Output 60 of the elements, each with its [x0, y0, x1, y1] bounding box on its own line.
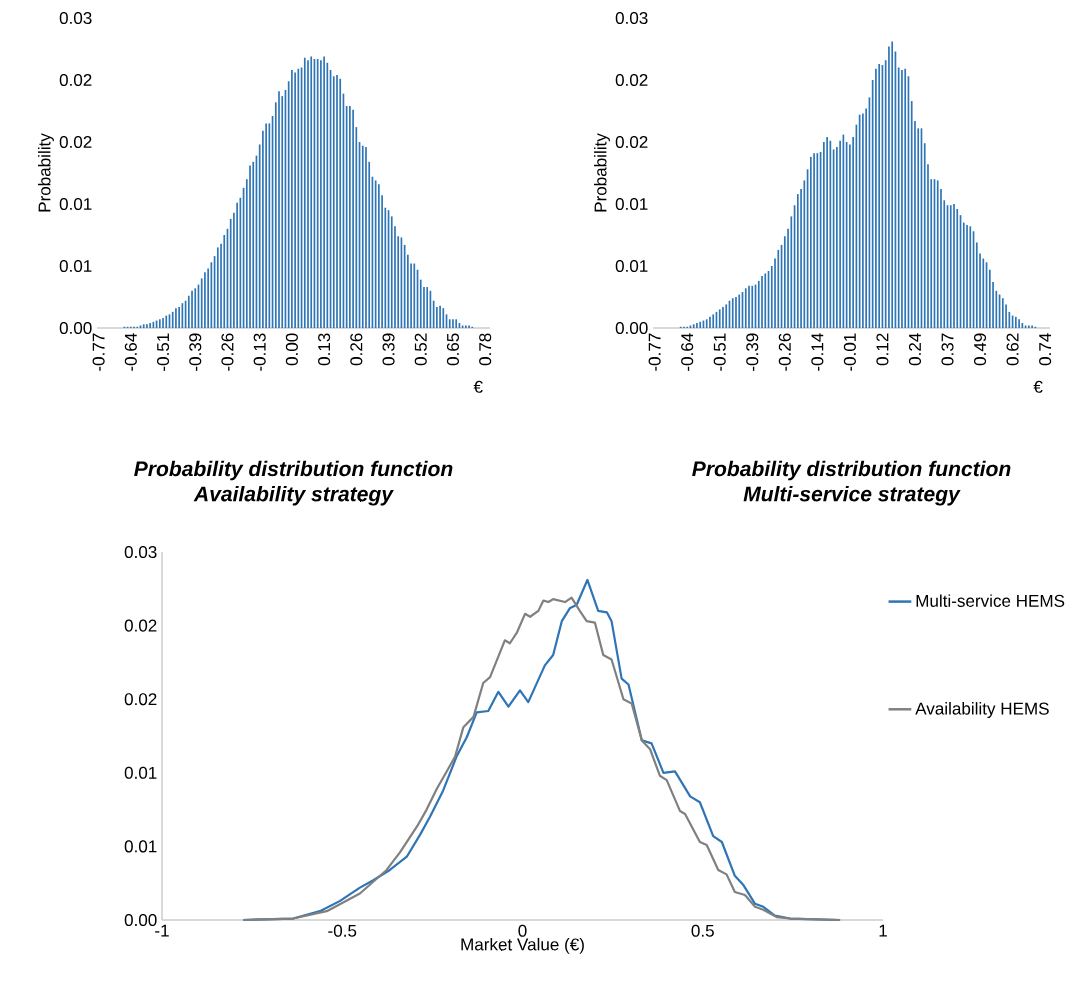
y-tick-label: 0.02	[59, 73, 92, 87]
x-tick-label: -0.01	[843, 333, 856, 371]
x-tick-label: 0.24	[908, 333, 922, 366]
x-tick-label: 0.39	[382, 333, 395, 366]
x-tick-label: -0.51	[157, 333, 170, 371]
y-tick-label: 0.01	[59, 197, 92, 211]
x-tick-label: -0.14	[811, 333, 824, 371]
x-tick-label: 0.00	[285, 333, 298, 366]
legend-label: Multi-service HEMS	[916, 594, 1065, 607]
text: Probability distribution function	[692, 460, 1011, 481]
x-tick-label: -0.26	[778, 333, 791, 371]
y-tick-label: 0.01	[59, 259, 92, 273]
x-tick-label: -0.13	[253, 333, 266, 371]
x-tick-label: 0.74	[1039, 333, 1052, 366]
y-tick-label: 0.03	[615, 11, 648, 25]
y-tick-label: 0.03	[124, 545, 157, 559]
x-tick-label: -0.64	[681, 333, 694, 371]
x-tick-label: -0.64	[124, 333, 137, 371]
x-tick-label: 0.65	[446, 333, 460, 366]
y-tick-label: 0.02	[124, 693, 157, 706]
y-axis-title: Probability	[594, 133, 610, 212]
y-tick-label: 0.00	[124, 913, 157, 927]
legend-label: Availability HEMS	[915, 702, 1049, 718]
x-tick-label: 0.12	[876, 333, 889, 366]
x-tick-label: 0.26	[350, 333, 363, 366]
x-tick-label: 0.78	[479, 333, 492, 366]
y-axis-title: Probability	[38, 133, 54, 212]
x-tick-label: -0.26	[221, 333, 234, 371]
x-tick-label: -1	[155, 924, 169, 937]
x-tick-label: 0.37	[941, 333, 954, 366]
x-tick-label: 0.49	[974, 333, 987, 366]
x-tick-label: 0.13	[318, 333, 331, 366]
x-tick-label: -0.77	[92, 333, 105, 371]
x-tick-label: 0.62	[1006, 333, 1019, 366]
y-tick-label: 0.02	[59, 135, 92, 149]
y-tick-label: 0.01	[615, 197, 648, 211]
text: Availability strategy	[193, 485, 394, 506]
y-tick-label: 0.01	[124, 766, 157, 779]
x-tick-label: -0.39	[189, 333, 202, 371]
text: Probability distribution function	[134, 460, 453, 481]
x-tick-label: 0.5	[691, 924, 714, 937]
y-tick-label: 0.02	[615, 73, 648, 87]
y-tick-label: 0.00	[59, 321, 92, 335]
y-tick-label: 0.02	[615, 135, 648, 149]
x-tick-label: -0.51	[713, 333, 726, 371]
y-tick-label: 0.00	[615, 321, 648, 335]
x-tick-label: 1	[879, 924, 887, 937]
x-tick-label: -0.5	[328, 924, 357, 937]
x-axis-title: €	[473, 380, 483, 393]
x-axis-title: Market Value (€)	[461, 937, 584, 954]
x-axis-title: €	[1033, 380, 1043, 393]
y-tick-label: 0.02	[124, 619, 157, 632]
y-tick-label: 0.01	[124, 840, 157, 853]
x-tick-label: -0.39	[746, 333, 759, 371]
text: Multi-service strategy	[743, 485, 961, 506]
y-tick-label: 0.03	[59, 11, 92, 25]
x-tick-label: -0.77	[648, 333, 661, 371]
x-tick-label: 0.52	[414, 333, 427, 366]
x-tick-label: 0	[518, 924, 527, 937]
y-tick-label: 0.01	[615, 259, 648, 273]
